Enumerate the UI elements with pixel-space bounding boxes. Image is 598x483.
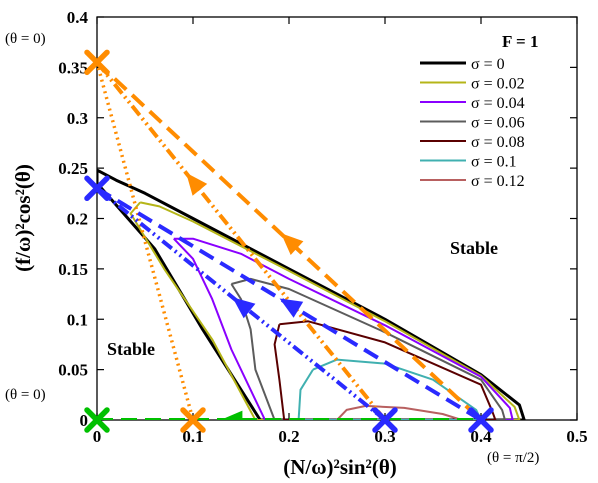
cross-markers	[84, 49, 494, 433]
cross-marker-5	[84, 407, 110, 433]
curve-series-5	[297, 358, 482, 420]
trajectory-2	[97, 61, 195, 420]
arrowhead-3	[232, 297, 256, 319]
y-tick-label: 0.05	[58, 361, 88, 380]
cross-marker-2	[84, 175, 110, 202]
cross-marker-3	[372, 407, 398, 433]
annotation-theta-left: (θ = 0)	[5, 387, 46, 403]
curve-series-1	[129, 201, 521, 420]
x-tick-labels: 0 0.1 0.2 0.3 0.4 0.5	[93, 427, 588, 446]
annotation-theta-right: (θ = π/2)	[487, 450, 539, 466]
legend-title: F = 1	[502, 32, 538, 51]
legend-label: σ = 0.1	[471, 154, 517, 171]
curve-series-6	[336, 404, 463, 420]
cross-marker-1	[180, 407, 206, 433]
legend-label: σ = 0.02	[471, 76, 525, 93]
annotation-stable-right: Stable	[450, 238, 498, 258]
cross-marker-0	[84, 49, 110, 76]
y-tick-label: 0.15	[58, 260, 88, 279]
y-tick-label: 0.25	[58, 159, 88, 178]
arrowhead-0	[281, 233, 304, 255]
legend-label: σ = 0.04	[471, 95, 525, 112]
curve-series-0	[97, 168, 526, 420]
annotation-stable-left: Stable	[107, 339, 155, 359]
y-tick-label: 0	[80, 411, 89, 430]
x-tick-label: 0	[93, 427, 102, 446]
legend-label: σ = 0.12	[471, 173, 525, 190]
y-tick-label: 0.4	[67, 8, 89, 27]
y-tick-label: 0.1	[67, 310, 88, 329]
curve-series-2	[173, 237, 514, 420]
x-tick-label: 0.5	[566, 427, 587, 446]
arrowhead-4	[220, 410, 243, 420]
arrowhead-2	[279, 298, 304, 318]
curve-series-3	[230, 277, 506, 420]
y-tick-labels: 0 0.05 0.1 0.15 0.2 0.25 0.3 0.35 0.4	[58, 8, 88, 430]
x-tick-label: 0.3	[374, 427, 395, 446]
legend-label: σ = 0	[471, 56, 505, 73]
y-tick-label: 0.35	[58, 58, 88, 77]
legend: F = 1 σ = 0 σ = 0.02 σ = 0.04 σ = 0.06 σ = 0…	[420, 32, 538, 190]
x-tick-label: 0.2	[278, 427, 299, 446]
legend-label: σ = 0.06	[471, 115, 525, 132]
annotation-theta-top: (θ = 0)	[5, 31, 46, 47]
cross-marker-4	[468, 407, 494, 433]
x-tick-label: 0.1	[182, 427, 203, 446]
trajectory-0	[97, 60, 483, 420]
x-tick-label: 0.4	[470, 427, 492, 446]
y-axis-title: (f/ω)²cos²(θ)	[11, 164, 35, 272]
x-axis-title: (N/ω)²sin²(θ)	[283, 455, 397, 479]
stability-curves	[97, 168, 526, 420]
y-tick-label: 0.3	[67, 109, 88, 128]
trajectory-1	[97, 61, 387, 420]
arrowhead-1	[186, 172, 208, 196]
direction-arrows	[186, 172, 304, 420]
curve-series-4	[273, 320, 497, 420]
y-tick-label: 0.2	[67, 210, 88, 229]
legend-label: σ = 0.08	[471, 134, 525, 151]
